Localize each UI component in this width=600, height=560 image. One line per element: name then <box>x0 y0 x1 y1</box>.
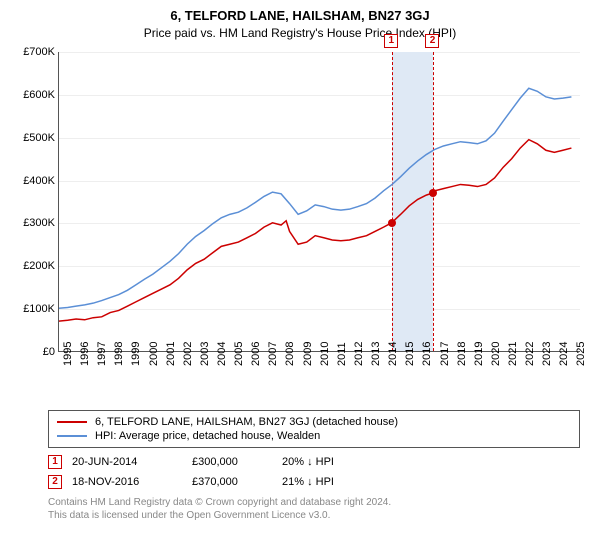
y-axis-label: £400K <box>23 175 55 187</box>
row-price: £300,000 <box>192 456 272 468</box>
page-subtitle: Price paid vs. HM Land Registry's House … <box>0 23 600 44</box>
x-axis-label: 2015 <box>404 342 416 366</box>
x-axis-label: 2001 <box>165 342 177 366</box>
x-axis-label: 2021 <box>507 342 519 366</box>
x-axis-label: 2011 <box>336 342 348 366</box>
footer-line-2: This data is licensed under the Open Gov… <box>48 509 580 522</box>
row-marker: 1 <box>48 455 62 469</box>
legend-swatch <box>57 421 87 423</box>
x-axis-label: 2008 <box>284 342 296 366</box>
x-axis-label: 1999 <box>130 342 142 366</box>
legend-label: HPI: Average price, detached house, Weal… <box>95 430 320 442</box>
transaction-marker: 2 <box>425 34 439 48</box>
x-axis-label: 2018 <box>456 342 468 366</box>
transaction-dot <box>388 219 396 227</box>
x-axis-label: 2010 <box>319 342 331 366</box>
legend-box: 6, TELFORD LANE, HAILSHAM, BN27 3GJ (det… <box>48 410 580 448</box>
row-marker: 2 <box>48 475 62 489</box>
transaction-table: 1 20-JUN-2014 £300,000 20% ↓ HPI 2 18-NOV-201… <box>48 452 580 492</box>
series-line-hpi <box>59 88 571 308</box>
legend-item: 6, TELFORD LANE, HAILSHAM, BN27 3GJ (det… <box>57 415 571 429</box>
x-axis-label: 1996 <box>79 342 91 366</box>
x-axis-label: 2020 <box>490 342 502 366</box>
x-axis-label: 2022 <box>524 342 536 366</box>
y-axis-label: £600K <box>23 89 55 101</box>
footer-attribution: Contains HM Land Registry data © Crown c… <box>48 496 580 522</box>
x-axis-label: 2012 <box>353 342 365 366</box>
x-axis-label: 1998 <box>113 342 125 366</box>
x-axis-label: 2014 <box>387 342 399 366</box>
transaction-dot <box>429 189 437 197</box>
x-axis-label: 2019 <box>473 342 485 366</box>
series-line-price_paid <box>59 140 571 321</box>
x-axis-label: 1997 <box>96 342 108 366</box>
table-row: 1 20-JUN-2014 £300,000 20% ↓ HPI <box>48 452 580 472</box>
footer-line-1: Contains HM Land Registry data © Crown c… <box>48 496 580 509</box>
row-pct: 21% ↓ HPI <box>282 476 382 488</box>
x-axis-label: 2007 <box>267 342 279 366</box>
x-axis-label: 2005 <box>233 342 245 366</box>
x-axis-label: 2003 <box>199 342 211 366</box>
transaction-marker: 1 <box>384 34 398 48</box>
chart-area: £0 £100K £200K £300K £400K £500K £600K £700K 199… <box>10 44 590 404</box>
row-price: £370,000 <box>192 476 272 488</box>
plot-area <box>58 52 580 352</box>
x-axis-label: 2000 <box>148 342 160 366</box>
x-axis-label: 2002 <box>182 342 194 366</box>
x-axis-label: 2024 <box>558 342 570 366</box>
x-axis-label: 2025 <box>575 342 587 366</box>
page-title: 6, TELFORD LANE, HAILSHAM, BN27 3GJ <box>0 0 600 23</box>
y-axis-label: £700K <box>23 46 55 58</box>
y-axis-label: £100K <box>23 303 55 315</box>
legend-swatch <box>57 435 87 437</box>
x-axis-label: 2004 <box>216 342 228 366</box>
legend-label: 6, TELFORD LANE, HAILSHAM, BN27 3GJ (det… <box>95 416 398 428</box>
table-row: 2 18-NOV-2016 £370,000 21% ↓ HPI <box>48 472 580 492</box>
legend-item: HPI: Average price, detached house, Weal… <box>57 429 571 443</box>
row-date: 18-NOV-2016 <box>72 476 182 488</box>
x-axis-label: 2009 <box>302 342 314 366</box>
x-axis-label: 2013 <box>370 342 382 366</box>
row-date: 20-JUN-2014 <box>72 456 182 468</box>
x-axis-label: 2023 <box>541 342 553 366</box>
y-axis-label: £300K <box>23 217 55 229</box>
x-axis-label: 2016 <box>421 342 433 366</box>
x-axis-label: 1995 <box>62 342 74 366</box>
row-pct: 20% ↓ HPI <box>282 456 382 468</box>
y-axis-label: £200K <box>23 260 55 272</box>
y-axis-label: £0 <box>43 346 55 358</box>
x-axis-label: 2017 <box>439 342 451 366</box>
x-axis-label: 2006 <box>250 342 262 366</box>
series-svg <box>59 52 580 351</box>
y-axis-label: £500K <box>23 132 55 144</box>
